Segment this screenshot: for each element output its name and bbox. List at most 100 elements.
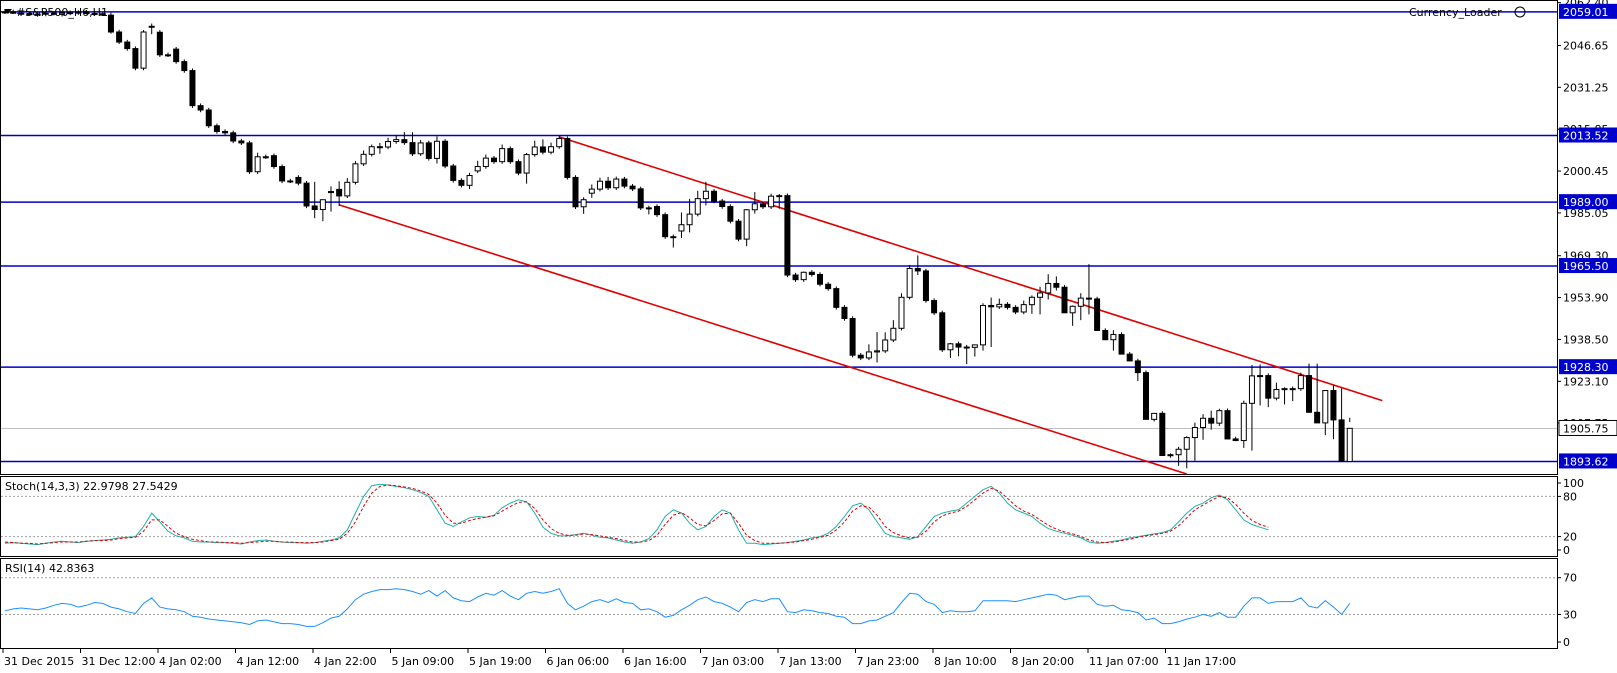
candle-body <box>776 195 783 198</box>
candle-body <box>857 354 864 359</box>
candle-body <box>1028 296 1035 306</box>
stoch-label: Stoch(14,3,3) 22.9798 27.5429 <box>5 480 178 493</box>
level-price-box <box>1559 258 1617 274</box>
indicator-label: Currency_Loader <box>1409 6 1502 19</box>
candlesticks <box>2 9 1353 469</box>
candle-body <box>26 13 33 16</box>
level-price-box <box>1559 3 1617 19</box>
candle-body <box>825 283 832 290</box>
candle-body <box>1053 282 1060 288</box>
level-lines <box>1 11 1557 463</box>
time-tick-label: 7 Jan 13:00 <box>779 655 842 668</box>
candle-body <box>865 351 872 359</box>
candle-body <box>1134 360 1141 374</box>
candle-body <box>1289 388 1296 391</box>
candle-body <box>939 312 946 351</box>
candle-body <box>922 270 929 302</box>
candle-body <box>874 350 881 353</box>
candle-body <box>1346 427 1353 462</box>
candle-body <box>1306 375 1312 413</box>
candle-body <box>165 54 171 57</box>
candle-body <box>197 105 204 111</box>
time-tick-label: 4 Jan 12:00 <box>237 655 300 668</box>
rsi-tick-label: 70 <box>1563 572 1577 585</box>
candle-body <box>319 199 326 211</box>
price-axis: 2062.402046.652031.252015.852000.451985.… <box>1557 0 1617 649</box>
candle-body <box>654 206 660 216</box>
candle-body <box>1297 375 1304 390</box>
candle-body <box>947 343 954 351</box>
candle-body <box>1126 353 1133 362</box>
candle-body <box>515 161 522 174</box>
candle-body <box>393 139 400 143</box>
candle-body <box>1200 417 1207 429</box>
stoch-tick-label: 20 <box>1563 531 1577 544</box>
candle-body <box>792 274 799 281</box>
candle-body <box>385 141 392 148</box>
candle-body <box>686 213 693 226</box>
candle-body <box>556 138 563 148</box>
candle-body <box>1004 303 1011 308</box>
stoch-tick-label: 100 <box>1563 477 1584 490</box>
candle-body <box>344 181 351 197</box>
candle-body <box>971 344 978 348</box>
candle-body <box>189 70 196 107</box>
candle-body <box>246 142 253 173</box>
candle-body <box>10 11 17 14</box>
candle-body <box>996 303 1003 308</box>
candle-body <box>99 13 106 16</box>
candle-body <box>1110 334 1117 341</box>
candle-body <box>1151 412 1158 420</box>
candle-body <box>107 14 114 33</box>
candle-body <box>409 142 416 155</box>
candle-body <box>1102 329 1109 341</box>
candle-body <box>645 207 652 210</box>
symbol-label: #S&P500_H6,H1 <box>16 6 108 19</box>
candle-body <box>841 306 848 320</box>
level-price-label: 1928.30 <box>1563 361 1609 374</box>
candle-body <box>564 138 571 178</box>
candle-body <box>311 205 318 211</box>
candle-body <box>1037 292 1044 298</box>
candle-body <box>1216 410 1223 424</box>
rsi-series <box>4 588 1351 627</box>
candle-body <box>1265 375 1272 399</box>
stoch-tick-label: 0 <box>1563 544 1570 557</box>
candle-body <box>352 163 359 183</box>
level-price-label: 1893.62 <box>1563 455 1609 468</box>
candle-body <box>222 130 229 134</box>
candle-body <box>629 185 636 190</box>
time-tick-label: 6 Jan 16:00 <box>624 655 687 668</box>
candle-body <box>360 153 367 165</box>
candle-body <box>148 25 155 28</box>
candle-body <box>59 12 66 15</box>
candle-body <box>808 271 815 275</box>
level-price-label: 2059.01 <box>1563 6 1609 19</box>
candle-body <box>531 146 538 156</box>
candle-body <box>596 180 603 190</box>
dropdown-arrow-icon[interactable] <box>4 9 12 14</box>
stochastic-lines <box>1 483 1557 546</box>
candle-body <box>491 157 497 163</box>
candle-body <box>230 132 237 142</box>
level-price-label: 1965.50 <box>1563 260 1609 273</box>
price-tick-label: 1953.90 <box>1563 292 1609 305</box>
candle-body <box>466 175 473 186</box>
candle-body <box>580 199 587 208</box>
candle-body <box>132 48 139 69</box>
stoch-series-signal <box>4 484 1269 545</box>
level-price-box <box>1559 194 1617 210</box>
candle-body <box>719 200 726 208</box>
candle-body <box>711 190 718 202</box>
candle-body <box>980 304 986 346</box>
candle-body <box>328 191 334 194</box>
candle-body <box>849 318 856 356</box>
candle-body <box>588 188 595 194</box>
candle-body <box>523 154 530 174</box>
main-panel-frame <box>0 0 1558 475</box>
candle-body <box>800 271 807 281</box>
level-price-label: 2013.52 <box>1563 130 1609 143</box>
time-tick-label: 11 Jan 07:00 <box>1089 655 1159 668</box>
candle-body <box>548 146 555 153</box>
